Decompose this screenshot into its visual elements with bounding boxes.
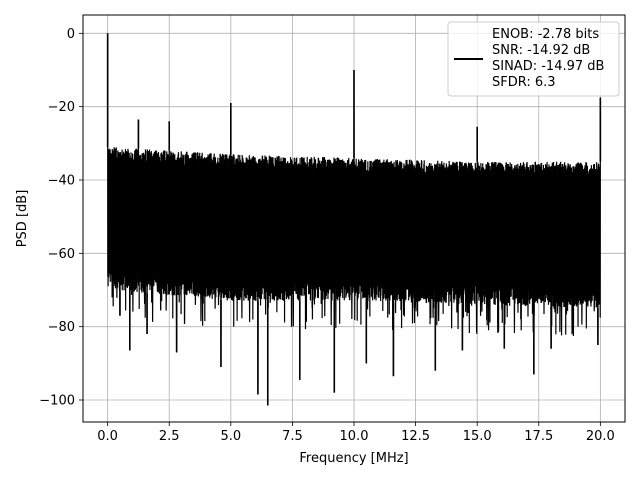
x-tick-label: 7.5 bbox=[282, 429, 303, 444]
x-tick-label: 10.0 bbox=[340, 429, 369, 444]
y-tick-label: −40 bbox=[48, 174, 75, 189]
legend-entry-sinad: SINAD: -14.97 dB bbox=[492, 59, 604, 74]
x-tick-label: 20.0 bbox=[586, 429, 615, 444]
legend-entry-sfdr: SFDR: 6.3 bbox=[492, 75, 556, 90]
x-axis-ticks: 0.0 2.5 5.0 7.5 10.0 12.5 15.0 17.5 20.0 bbox=[97, 422, 615, 444]
x-tick-label: 15.0 bbox=[463, 429, 492, 444]
legend-entry-enob: ENOB: -2.78 bits bbox=[492, 27, 599, 42]
x-tick-label: 5.0 bbox=[220, 429, 241, 444]
psd-trace bbox=[106, 33, 602, 406]
y-tick-label: −80 bbox=[48, 320, 75, 335]
legend: ENOB: -2.78 bits SNR: -14.92 dB SINAD: -… bbox=[447, 21, 620, 97]
x-tick-label: 0.0 bbox=[97, 429, 118, 444]
x-axis-label: Frequency [MHz] bbox=[299, 451, 408, 466]
y-tick-label: −20 bbox=[48, 100, 75, 115]
x-tick-label: 2.5 bbox=[159, 429, 180, 444]
x-tick-label: 12.5 bbox=[401, 429, 430, 444]
x-tick-label: 17.5 bbox=[524, 429, 553, 444]
y-axis-ticks: 0 −20 −40 −60 −80 −100 bbox=[39, 27, 83, 409]
legend-entry-snr: SNR: -14.92 dB bbox=[492, 43, 590, 58]
y-tick-label: −100 bbox=[39, 394, 75, 409]
y-axis-label: PSD [dB] bbox=[15, 190, 30, 248]
y-tick-label: 0 bbox=[67, 27, 75, 42]
y-tick-label: −60 bbox=[48, 247, 75, 262]
legend-box bbox=[447, 21, 620, 97]
